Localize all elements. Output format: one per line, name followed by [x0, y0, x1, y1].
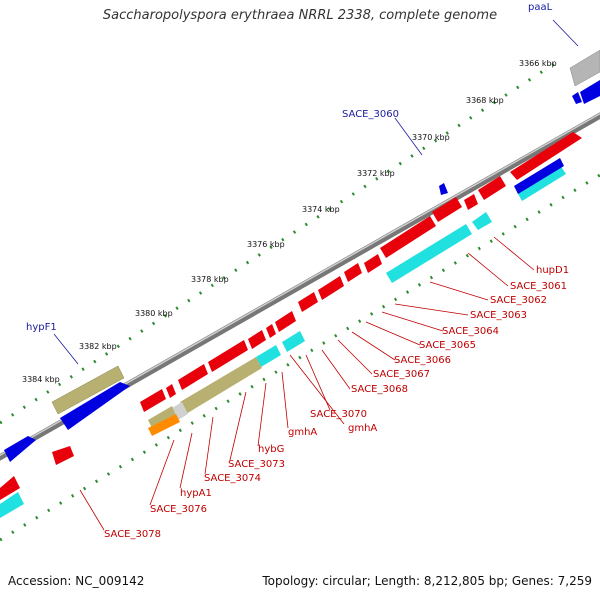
cyan-block[interactable] [0, 492, 24, 518]
gene-label-gmha[interactable]: gmhA [288, 427, 317, 438]
label-leader-lines [79, 236, 535, 531]
gene-label-hypf1[interactable]: hypF1 [26, 322, 57, 333]
gene-label-sace-3066[interactable]: SACE_3066 [394, 355, 451, 366]
gene-label-sace-3060[interactable]: SACE_3060 [342, 109, 399, 120]
olive-block[interactable] [148, 406, 176, 428]
orange-block[interactable] [148, 414, 180, 436]
gene-label-hypa1[interactable]: hypA1 [180, 488, 212, 499]
kbp-tick-label: 3370 kbp [412, 133, 450, 142]
kbp-tick-label: 3366 kbp [519, 59, 557, 68]
cds-gene[interactable] [0, 476, 20, 500]
cds-gene[interactable] [298, 292, 318, 312]
gene-grey[interactable] [569, 49, 600, 87]
gene-label-sace-3073[interactable]: SACE_3073 [228, 459, 285, 470]
gene-label-sace-3067[interactable]: SACE_3067 [373, 369, 430, 380]
kbp-tick-label: 3380 kbp [135, 309, 173, 318]
gene-label-sace-3062[interactable]: SACE_3062 [490, 295, 547, 306]
olive-block[interactable] [180, 357, 262, 414]
gene-label-sace-3076[interactable]: SACE_3076 [150, 504, 207, 515]
gene-label-hupd1[interactable]: hupD1 [536, 265, 569, 276]
cds-gene[interactable] [364, 254, 382, 273]
cds-row-outer [0, 132, 582, 500]
gene-label-sace-3078[interactable]: SACE_3078 [104, 529, 161, 540]
cds-gene[interactable] [380, 216, 436, 258]
cyan-block[interactable] [256, 345, 281, 367]
cyan-block[interactable] [517, 165, 566, 201]
kbp-tick-label: 3372 kbp [357, 169, 395, 178]
label-leader-line [53, 333, 79, 365]
gene-label-sace-3070[interactable]: SACE_3070 [310, 409, 367, 420]
gene-blue[interactable] [60, 382, 130, 430]
cds-gene[interactable] [432, 197, 462, 222]
kbp-tick-label: 3376 kbp [247, 240, 285, 249]
label-leader-line [394, 117, 423, 156]
gene-label-paal[interactable]: paaL [528, 2, 553, 13]
kbp-tick-label: 3368 kbp [466, 96, 504, 105]
gene-label-sace-3064[interactable]: SACE_3064 [442, 326, 499, 337]
gene-blue-small[interactable] [439, 183, 448, 195]
topology-text: Topology: circular; Length: 8,212,805 bp… [262, 574, 592, 588]
cds-gene[interactable] [166, 384, 176, 398]
cyan-block[interactable] [386, 224, 472, 283]
cds-gene[interactable] [140, 389, 166, 412]
cds-gene[interactable] [178, 364, 208, 390]
map-title: Saccharopolyspora erythraea NRRL 2338, c… [102, 8, 498, 23]
cyan-block[interactable] [282, 331, 305, 352]
gene-label-sace-3065[interactable]: SACE_3065 [419, 340, 476, 351]
cds-gene[interactable] [208, 340, 248, 372]
gene-label-sace-3061[interactable]: SACE_3061 [510, 281, 567, 292]
cyan-block[interactable] [472, 212, 492, 230]
gene-blue-stripe[interactable] [514, 158, 564, 194]
olive-block[interactable] [51, 365, 125, 415]
gene-label-sace-3074[interactable]: SACE_3074 [204, 473, 261, 484]
gene-blue[interactable] [580, 80, 600, 104]
kbp-tick-label: 3374 kbp [302, 205, 340, 214]
gene-blue-small[interactable] [572, 92, 582, 104]
gene-label-gmha[interactable]: gmhA [348, 423, 377, 434]
cds-gene[interactable] [52, 446, 74, 465]
cyan-track [0, 165, 566, 518]
cds-gene[interactable] [478, 176, 506, 200]
gene-blue[interactable] [4, 436, 36, 462]
gene-label-sace-3063[interactable]: SACE_3063 [470, 310, 527, 321]
cds-gene[interactable] [275, 311, 296, 332]
cds-gene[interactable] [344, 263, 362, 282]
cds-gene[interactable] [266, 324, 276, 338]
gene-label-sace-3068[interactable]: SACE_3068 [351, 384, 408, 395]
kbp-tick-label: 3384 kbp [22, 375, 60, 384]
gene-label-hybg[interactable]: hybG [258, 444, 284, 455]
cds-gene[interactable] [510, 132, 582, 180]
accession-text: Accession: NC_009142 [8, 574, 145, 588]
kbp-tick-label: 3382 kbp [79, 342, 117, 351]
cds-gene[interactable] [248, 330, 266, 349]
cds-gene[interactable] [464, 194, 478, 210]
inner-tick-ring [0, 173, 600, 542]
label-leader-line [552, 19, 579, 47]
cds-gene[interactable] [318, 276, 344, 300]
kbp-tick-label: 3378 kbp [191, 275, 229, 284]
